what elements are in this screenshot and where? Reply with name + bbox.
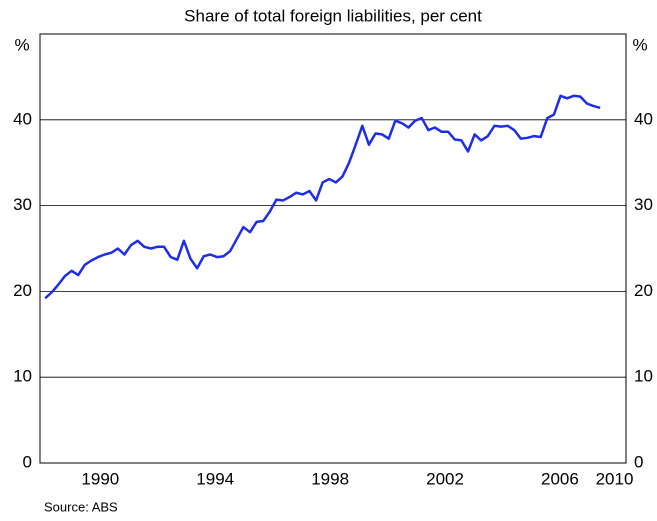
x-tick-label: 1994 xyxy=(196,469,234,488)
y-tick-label: 30 xyxy=(13,195,32,214)
y-unit-left: % xyxy=(14,35,29,54)
y-tick-label-right: 40 xyxy=(634,109,653,128)
y-tick-label-right: 20 xyxy=(634,281,653,300)
x-tick-label: 1990 xyxy=(81,469,119,488)
y-tick-label-right: 10 xyxy=(634,367,653,386)
y-tick-label: 20 xyxy=(13,281,32,300)
x-tick-label: 2006 xyxy=(541,469,579,488)
y-tick-label: 10 xyxy=(13,367,32,386)
data-line xyxy=(44,94,601,300)
x-tick-label: 2010 xyxy=(596,469,634,488)
y-tick-label: 40 xyxy=(13,109,32,128)
plot-frame xyxy=(39,33,627,464)
source-note: Source: ABS xyxy=(44,499,118,514)
y-tick-label-right: 0 xyxy=(634,452,643,471)
y-tick-label-right: 30 xyxy=(634,195,653,214)
y-tick-label: 0 xyxy=(23,452,32,471)
y-unit-right: % xyxy=(632,35,647,54)
x-tick-label: 2002 xyxy=(426,469,464,488)
chart-subtitle: Share of total foreign liabilities, per … xyxy=(184,6,482,25)
x-tick-label: 1998 xyxy=(311,469,349,488)
